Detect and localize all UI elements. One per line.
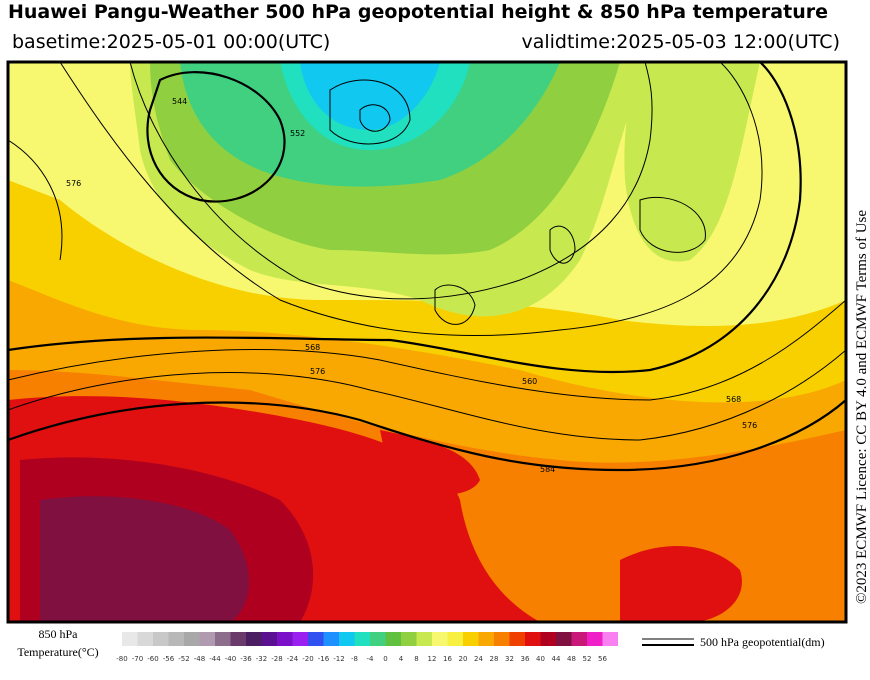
colorbar-tick-label: 40 — [536, 655, 545, 663]
title: Huawei Pangu-Weather 500 hPa geopotentia… — [8, 1, 828, 23]
contour-label: 568 — [305, 343, 320, 352]
contour-label: 576 — [310, 367, 325, 376]
colorbar-tick-label: -20 — [302, 655, 313, 663]
colorbar-tick-label: -32 — [256, 655, 267, 663]
legend-label: 850 hPa — [39, 627, 79, 641]
colorbar-swatch — [184, 632, 200, 646]
colorbar-tick-label: -16 — [318, 655, 330, 663]
colorbar-tick-label: -70 — [132, 655, 143, 663]
colorbar-swatch — [153, 632, 169, 646]
colorbar-tick-label: -48 — [194, 655, 205, 663]
colorbar-tick-label: -52 — [178, 655, 189, 663]
colorbar-swatch — [370, 632, 386, 646]
colorbar-tick-label: 4 — [399, 655, 404, 663]
colorbar-tick-label: 20 — [459, 655, 468, 663]
colorbar-tick-label: -24 — [287, 655, 299, 663]
colorbar-tick-label: -40 — [225, 655, 236, 663]
colorbar-swatch — [354, 632, 370, 646]
colorbar-tick-label: 16 — [443, 655, 452, 663]
colorbar-swatch — [199, 632, 215, 646]
colorbar-swatch — [525, 632, 541, 646]
colorbar-swatch — [416, 632, 432, 646]
validtime: validtime:2025-05-03 12:00(UTC) — [521, 31, 840, 53]
line-legend-label: 500 hPa geopotential(dm) — [700, 635, 825, 649]
colorbar-tick-label: 52 — [583, 655, 592, 663]
colorbar-swatch — [509, 632, 525, 646]
colorbar-tick-label: -28 — [271, 655, 282, 663]
colorbar-tick-label: -4 — [367, 655, 375, 663]
colorbar-tick-label: 56 — [598, 655, 607, 663]
colorbar-swatch — [447, 632, 463, 646]
colorbar-swatch — [215, 632, 231, 646]
contour-label: 552 — [290, 129, 305, 138]
colorbar-swatch — [401, 632, 417, 646]
colorbar-tick-label: -8 — [351, 655, 358, 663]
colorbar-swatch — [122, 632, 138, 646]
colorbar-swatch — [308, 632, 324, 646]
colorbar-swatch — [137, 632, 153, 646]
colorbar-swatch — [556, 632, 572, 646]
basetime: basetime:2025-05-01 00:00(UTC) — [12, 31, 330, 53]
colorbar-swatch — [168, 632, 184, 646]
colorbar-tick-label: 8 — [414, 655, 418, 663]
colorbar-swatch — [602, 632, 618, 646]
colorbar-tick-label: -60 — [147, 655, 158, 663]
colorbar-tick-label: -12 — [333, 655, 344, 663]
colorbar-tick-label: 32 — [505, 655, 514, 663]
colorbar-tick-label: 28 — [490, 655, 499, 663]
colorbar-swatch — [432, 632, 448, 646]
colorbar-tick-label: 24 — [474, 655, 483, 663]
colorbar-tick-label: 44 — [552, 655, 561, 663]
contour-label: 568 — [726, 395, 741, 404]
colorbar-swatch — [339, 632, 355, 646]
legend-label: Temperature(°C) — [17, 645, 98, 659]
colorbar-swatch — [494, 632, 510, 646]
colorbar-tick-label: -56 — [163, 655, 175, 663]
colorbar-swatch — [277, 632, 293, 646]
colorbar-tick-label: 48 — [567, 655, 576, 663]
contour-label: 576 — [66, 179, 81, 188]
colorbar-swatch — [323, 632, 339, 646]
colorbar-tick-label: -36 — [240, 655, 252, 663]
colorbar: -80 -70 -60 -56 -52 -48 -44 -40 -36 -32 -28 -24 -20-… — [116, 632, 618, 663]
colorbar-swatch — [463, 632, 479, 646]
map-field — [8, 62, 846, 622]
colorbar-swatch — [261, 632, 277, 646]
contour-label: 544 — [172, 97, 187, 106]
map-frame — [6, 60, 848, 624]
contour-label: 560 — [522, 377, 537, 386]
colorbar-tick-label: 36 — [521, 655, 530, 663]
colorbar-swatch — [292, 632, 308, 646]
colorbar-swatch — [246, 632, 262, 646]
contour-label: 584 — [540, 465, 555, 474]
contour-label: 576 — [742, 421, 757, 430]
colorbar-swatch — [571, 632, 587, 646]
colorbar-swatch — [540, 632, 556, 646]
colorbar-swatch — [385, 632, 401, 646]
colorbar-tick-label: 0 — [383, 655, 387, 663]
credit: ©2023 ECMWF Licence: CC BY 4.0 and ECMWF… — [854, 210, 870, 604]
colorbar-swatch — [478, 632, 494, 646]
colorbar-tick-label: -44 — [209, 655, 221, 663]
colorbar-swatch — [230, 632, 246, 646]
colorbar-swatch — [587, 632, 603, 646]
colorbar-tick-label: -80 — [116, 655, 127, 663]
colorbar-tick-label: 12 — [428, 655, 437, 663]
